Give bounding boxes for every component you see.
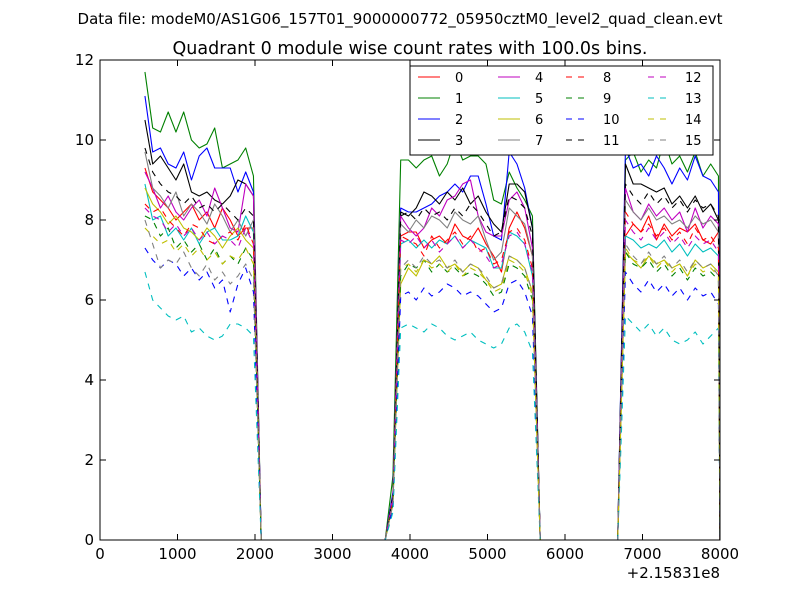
x-axis: 0 1000 2000 3000 4000 5000 6000 7000 8000 xyxy=(95,60,739,563)
series-line-15 xyxy=(144,219,720,540)
x-tick-label: 4000 xyxy=(391,545,429,563)
x-tick-label: 8000 xyxy=(701,545,739,563)
legend-label-7: 7 xyxy=(535,134,543,149)
x-tick-label: 7000 xyxy=(623,545,661,563)
x-offset-label: +2.15831e8 xyxy=(627,564,720,582)
series-line-4 xyxy=(144,171,720,540)
legend-label-15: 15 xyxy=(685,134,702,149)
series-line-1 xyxy=(144,71,720,540)
plot-area: 0 1000 2000 3000 4000 5000 6000 7000 8000 0 2 4 6 8 1… xyxy=(75,51,739,563)
series-line-11 xyxy=(144,147,720,540)
y-tick-label: 2 xyxy=(84,451,94,469)
legend-label-6: 6 xyxy=(535,113,543,128)
legend-label-3: 3 xyxy=(455,134,463,149)
series-layer xyxy=(144,71,720,540)
y-tick-label: 0 xyxy=(84,531,94,549)
series-line-10 xyxy=(144,247,720,540)
y-tick-label: 4 xyxy=(84,371,94,389)
series-line-8 xyxy=(144,203,720,540)
series-line-7 xyxy=(144,151,720,540)
x-tick-label: 1000 xyxy=(158,545,196,563)
legend-label-4: 4 xyxy=(535,71,543,86)
x-tick-label: 6000 xyxy=(546,545,584,563)
x-tick-label: 3000 xyxy=(313,545,351,563)
series-line-0 xyxy=(144,167,720,540)
series-line-6 xyxy=(144,187,720,540)
series-line-2 xyxy=(144,95,720,540)
x-tick-label: 5000 xyxy=(468,545,506,563)
legend-label-1: 1 xyxy=(455,92,463,107)
series-line-5 xyxy=(144,183,720,540)
legend-label-10: 10 xyxy=(603,113,620,128)
legend-label-2: 2 xyxy=(455,113,463,128)
legend-label-11: 11 xyxy=(603,134,620,149)
y-tick-label: 6 xyxy=(84,291,94,309)
series-line-13 xyxy=(144,271,720,540)
series-line-9 xyxy=(144,215,720,540)
legend-label-5: 5 xyxy=(535,92,543,107)
legend-label-13: 13 xyxy=(685,92,702,107)
chart-title: Quadrant 0 module wise count rates with … xyxy=(173,39,648,59)
legend-label-12: 12 xyxy=(685,71,702,86)
legend-label-9: 9 xyxy=(603,92,611,107)
x-tick-label: 0 xyxy=(95,545,105,563)
legend-label-14: 14 xyxy=(685,113,702,128)
series-line-14 xyxy=(144,227,720,540)
legend-label-0: 0 xyxy=(455,71,463,86)
series-line-3 xyxy=(144,119,720,540)
x-tick-label: 2000 xyxy=(236,545,274,563)
y-tick-label: 8 xyxy=(84,211,94,229)
legend-label-8: 8 xyxy=(603,71,611,86)
suptitle: Data file: modeM0/AS1G06_157T01_90000007… xyxy=(78,10,723,29)
y-tick-label: 12 xyxy=(75,51,94,69)
y-tick-label: 10 xyxy=(75,131,94,149)
